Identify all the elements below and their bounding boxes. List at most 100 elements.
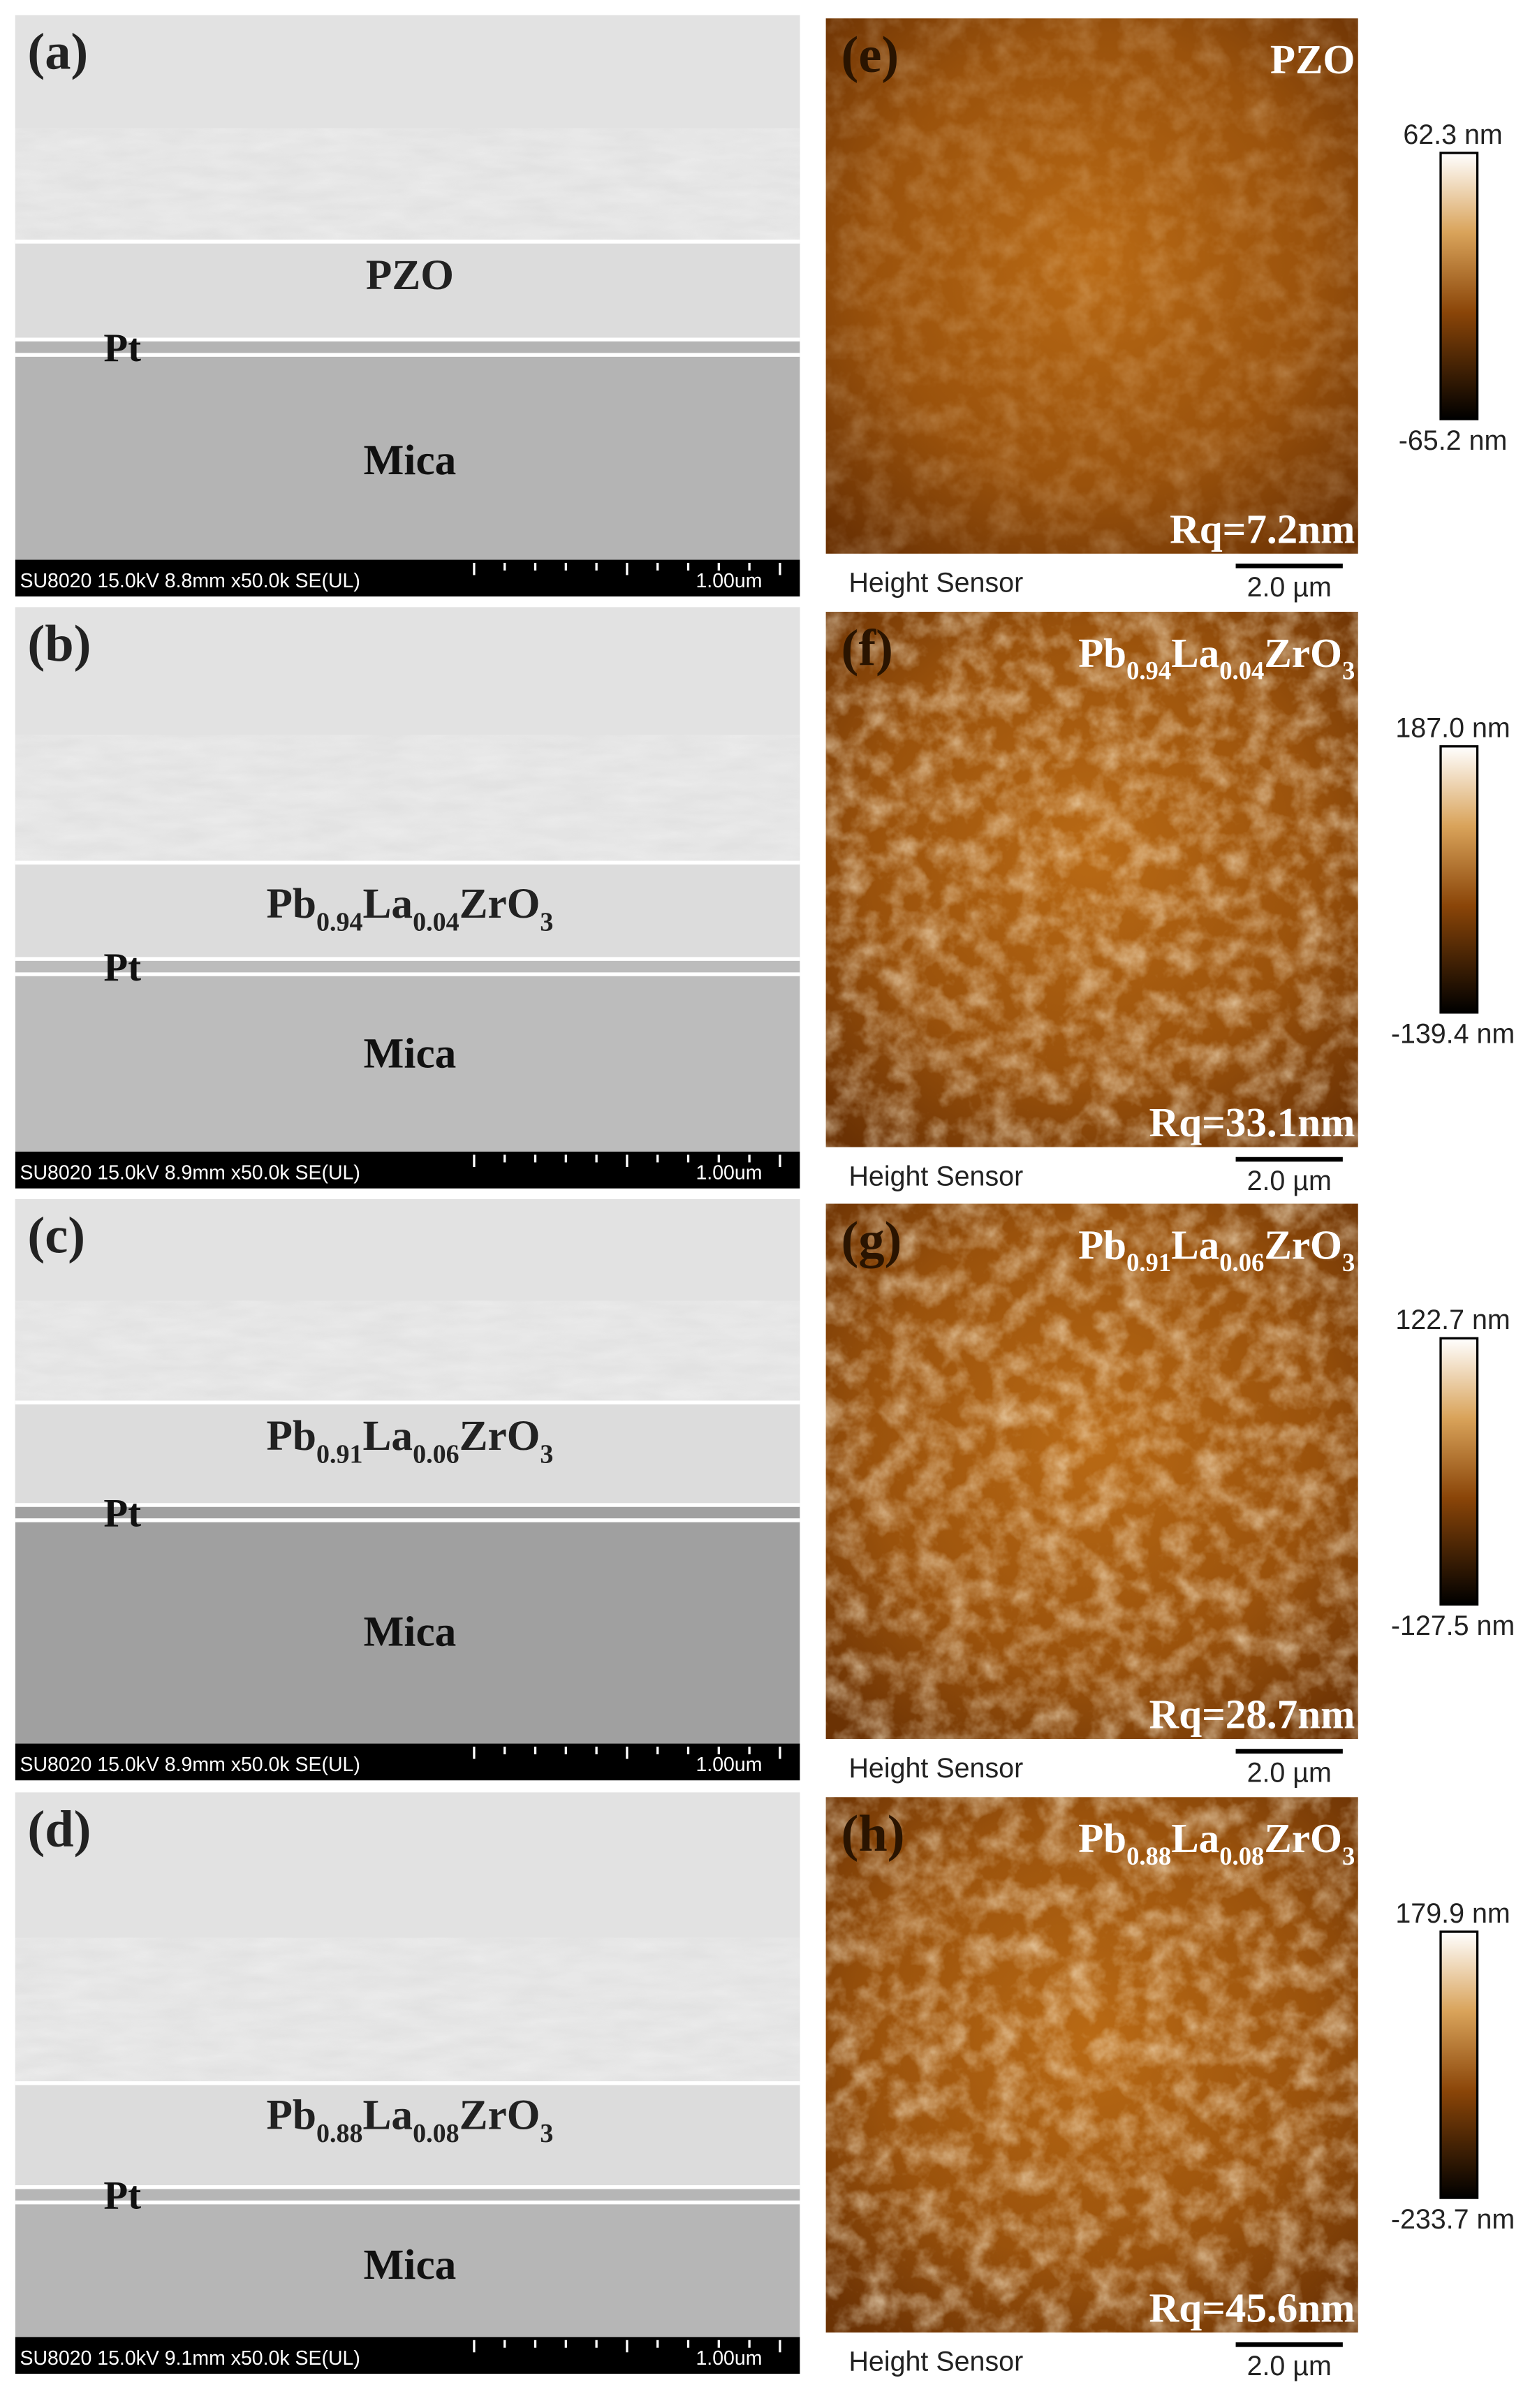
film-layer [15, 242, 800, 340]
colorbar-min: -65.2 nm [1399, 425, 1508, 456]
roughness-label: Rq=28.7nm [1149, 1691, 1355, 1738]
substrate-label: Mica [364, 1030, 457, 1078]
colorbar-min: -127.5 nm [1391, 1610, 1515, 1641]
info-bar [15, 2337, 800, 2374]
subscript: 3 [1342, 1248, 1355, 1277]
roughness-label: Rq=45.6nm [1149, 2284, 1355, 2330]
subscript: 0.91 [316, 1440, 363, 1469]
scale-text: 1.00um [696, 1754, 762, 1776]
electrode-label: Pt [103, 946, 141, 990]
colorbar-min: -233.7 nm [1391, 2204, 1515, 2235]
info-bar [15, 1743, 800, 1781]
sensor-label: Height Sensor [848, 1161, 1023, 1191]
subscript: 3 [540, 1440, 553, 1469]
panel-label: (h) [841, 1805, 905, 1863]
info-text: SU8020 15.0kV 8.8mm x50.0k SE(UL) [20, 570, 360, 592]
material-label: Pb0.94La0.04ZrO3 [1078, 630, 1355, 685]
panel-label: (c) [27, 1207, 85, 1265]
subscript: 0.91 [1126, 1248, 1171, 1277]
layer-label: Pb0.88La0.08ZrO3 [266, 2092, 553, 2148]
subscript: 0.08 [413, 2119, 459, 2148]
formula-part: La [1171, 630, 1219, 676]
layer-label: Pb0.94La0.04ZrO3 [266, 880, 553, 937]
film-texture [15, 128, 800, 242]
afm-texture [825, 1203, 1358, 1740]
subscript: 3 [540, 2119, 553, 2148]
layer-label: Pb0.91La0.06ZrO3 [266, 1412, 553, 1469]
film-texture [15, 1300, 800, 1403]
film-layer [15, 2083, 800, 2187]
substrate-label: Mica [364, 1608, 457, 1655]
film-texture [15, 735, 800, 863]
electrode-label: Pt [103, 326, 141, 370]
info-bar [15, 559, 800, 597]
colorbar-min: -139.4 nm [1391, 1019, 1515, 1050]
subscript: 0.04 [1219, 656, 1264, 685]
panel-label: (a) [27, 24, 88, 81]
subscript: 0.88 [1126, 1842, 1171, 1870]
panel-label: (b) [27, 615, 91, 673]
subscript: 0.04 [413, 907, 459, 937]
colorbar [1439, 745, 1479, 1014]
film-layer [15, 862, 800, 960]
formula-part: ZrO [1264, 1221, 1342, 1268]
panel-label: (d) [27, 1800, 91, 1858]
panel-label: (g) [841, 1212, 902, 1269]
subscript: 0.08 [1219, 1842, 1264, 1870]
formula-part: La [1171, 1815, 1219, 1861]
formula-part: La [363, 880, 413, 927]
material-label: Pb0.88La0.08ZrO3 [1078, 1815, 1355, 1870]
formula-part: Pb [266, 1412, 316, 1460]
subscript: 0.06 [413, 1440, 459, 1469]
formula-part: Pb [1078, 1815, 1126, 1861]
electrode-label: Pt [103, 1492, 141, 1536]
formula-part: Pb [266, 2092, 316, 2139]
sensor-label: Height Sensor [848, 1753, 1023, 1784]
subscript: 0.94 [316, 907, 363, 937]
formula-part: Pb [1078, 1221, 1126, 1268]
formula-part: ZrO [459, 880, 540, 927]
formula-part: La [363, 2092, 413, 2139]
colorbar [1439, 1930, 1479, 2199]
subscript: 3 [1342, 656, 1355, 685]
formula-part: ZrO [459, 1412, 540, 1460]
panel-label: (e) [841, 27, 899, 84]
info-text: SU8020 15.0kV 8.9mm x50.0k SE(UL) [20, 1754, 360, 1776]
scale-text: 1.00um [696, 1162, 762, 1184]
panel-label: (f) [841, 620, 893, 677]
scale-text: 2.0 µm [1247, 1757, 1332, 1788]
colorbar [1439, 152, 1479, 420]
info-text: SU8020 15.0kV 9.1mm x50.0k SE(UL) [20, 2347, 360, 2370]
scale-text: 2.0 µm [1247, 572, 1332, 603]
scale-text: 1.00um [696, 2347, 762, 2370]
formula-part: Pb [266, 880, 316, 927]
formula-part: ZrO [1264, 1815, 1342, 1861]
electrode-label: Pt [103, 2173, 141, 2217]
formula-part: ZrO [459, 2092, 540, 2139]
colorbar-max: 179.9 nm [1395, 1898, 1510, 1929]
afm-texture [825, 612, 1358, 1147]
subscript: 0.88 [316, 2119, 363, 2148]
scale-text: 1.00um [696, 570, 762, 592]
info-text: SU8020 15.0kV 8.9mm x50.0k SE(UL) [20, 1162, 360, 1184]
formula-part: La [363, 1412, 413, 1460]
colorbar-max: 122.7 nm [1395, 1305, 1510, 1335]
subscript: 0.06 [1219, 1248, 1264, 1277]
formula-part: ZrO [1264, 630, 1342, 676]
colorbar-max: 62.3 nm [1403, 119, 1502, 150]
substrate-label: Mica [364, 2241, 457, 2289]
colorbar-max: 187.0 nm [1395, 713, 1510, 744]
substrate-label: Mica [364, 436, 457, 484]
material-label: Pb0.91La0.06ZrO3 [1078, 1221, 1355, 1277]
afm-texture [825, 18, 1358, 554]
scale-text: 2.0 µm [1247, 1166, 1332, 1196]
formula-part: Pb [1078, 630, 1126, 676]
formula-part: La [1171, 1221, 1219, 1268]
roughness-label: Rq=7.2nm [1170, 506, 1355, 552]
formula-part: PZO [366, 251, 454, 299]
colorbar [1439, 1337, 1479, 1606]
sensor-label: Height Sensor [848, 2347, 1023, 2377]
afm-texture [825, 1797, 1358, 2333]
